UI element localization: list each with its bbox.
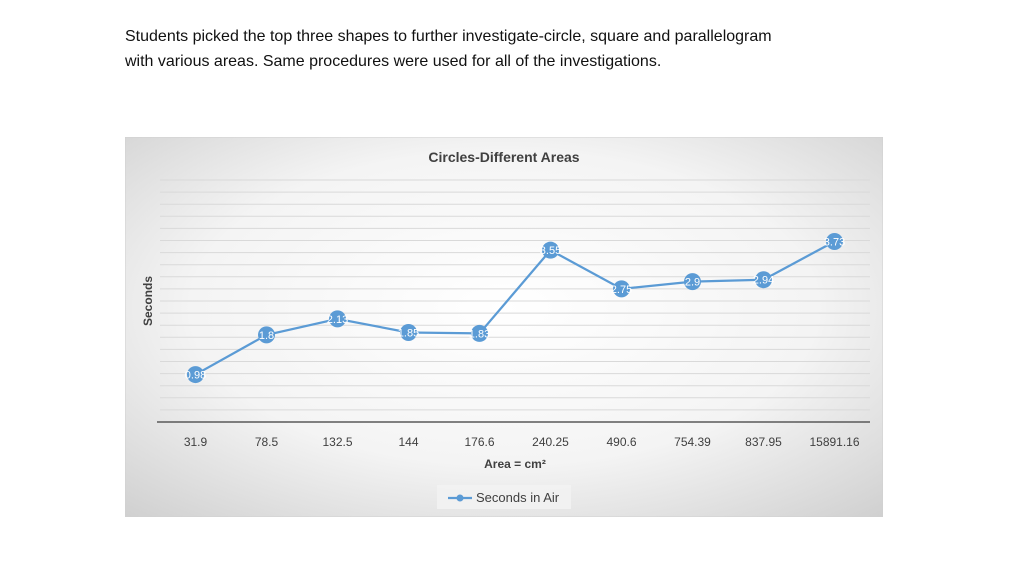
data-label: 2.75 [611, 284, 632, 296]
data-markers [187, 232, 843, 384]
gridlines [160, 179, 870, 411]
data-point-marker [471, 324, 488, 342]
data-point-marker [542, 241, 559, 259]
x-tick-label: 754.39 [674, 435, 711, 449]
x-tick-label: 15891.16 [809, 435, 859, 449]
data-label: 2.94 [753, 275, 774, 287]
x-tick-label: 240.25 [532, 435, 569, 449]
series-line-seconds-in-air [194, 240, 836, 376]
chart-title: Circles-Different Areas [428, 149, 579, 165]
line-chart: Circles-Different Areas 31.9 78.5 132.5 144… [124, 136, 884, 518]
data-label: 1.83 [469, 328, 490, 340]
x-tick-labels: 31.9 78.5 132.5 144 176.6 240.25 490.6 754.39 83… [184, 435, 860, 449]
x-tick-label: 78.5 [255, 435, 279, 449]
intro-line-2: with various areas. Same procedures were… [125, 53, 662, 70]
intro-line-1: Students picked the top three shapes to … [125, 28, 772, 45]
x-tick-label: 31.9 [184, 435, 208, 449]
data-point-marker [187, 366, 204, 384]
legend: Seconds in Air [437, 485, 571, 509]
data-label: 2.13 [327, 314, 348, 326]
intro-paragraph: Students picked the top three shapes to … [125, 24, 885, 74]
data-label: 3.73 [824, 236, 845, 248]
data-label: 2.9 [685, 277, 700, 289]
data-point-marker [755, 271, 772, 289]
x-tick-label: 837.95 [745, 435, 782, 449]
x-tick-label: 490.6 [606, 435, 636, 449]
chart-background [124, 136, 884, 518]
x-tick-label: 144 [398, 435, 418, 449]
data-label: 0.98 [185, 370, 206, 382]
data-point-marker [258, 326, 275, 344]
data-point-marker [400, 323, 417, 341]
y-axis-title: Seconds [141, 276, 155, 326]
x-tick-label: 132.5 [322, 435, 352, 449]
data-point-marker [826, 232, 843, 250]
chart-frame: Circles-Different Areas 31.9 78.5 132.5 144… [124, 136, 884, 518]
data-label: 1.8 [259, 330, 274, 342]
data-point-marker [329, 310, 346, 328]
data-point-marker [684, 273, 701, 291]
data-label: 3.55 [540, 245, 561, 257]
legend-label: Seconds in Air [476, 490, 560, 505]
data-label: 1.85 [398, 327, 419, 339]
data-labels: 0.98 1.8 2.13 1.85 1.83 3.55 2.75 2.9 2.94 3.73 [185, 236, 845, 381]
x-tick-label: 176.6 [464, 435, 494, 449]
legend-marker-swatch [456, 494, 464, 502]
x-axis-title: Area = cm² [484, 457, 546, 471]
data-point-marker [613, 280, 630, 298]
